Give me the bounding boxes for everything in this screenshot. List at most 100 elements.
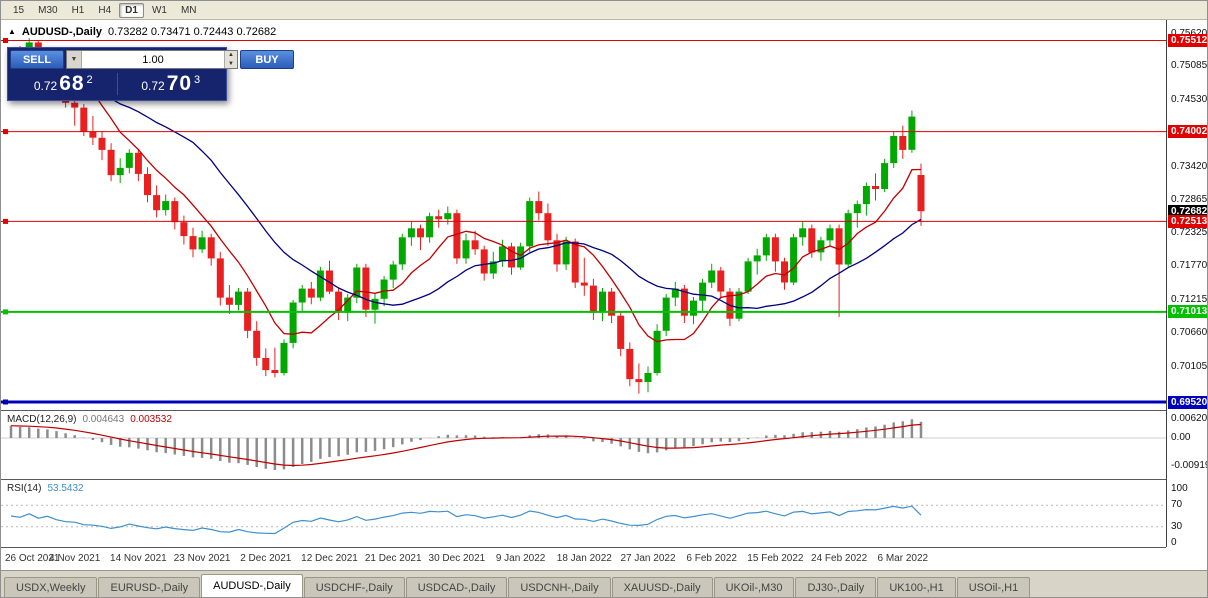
price-axis[interactable]: 0.75620 0.75085 0.74530 0.73420 0.72865 0.723… xyxy=(1166,20,1208,548)
ma-fast-line xyxy=(10,53,922,343)
buy-price-display[interactable]: 0.72 70 3 xyxy=(118,71,225,97)
date-label: 12 Dec 2021 xyxy=(301,553,358,564)
date-label: 2 Dec 2021 xyxy=(240,553,292,564)
chart-tab-usoil-h1[interactable]: USOil-,H1 xyxy=(956,577,1031,597)
price-divider xyxy=(116,72,118,95)
sell-price-base: 0.72 xyxy=(33,78,58,93)
volume-up-icon[interactable]: ▲ xyxy=(225,51,237,60)
macd-signal-value: 0.003532 xyxy=(130,414,172,425)
price-tick-0.73420: 0.73420 xyxy=(1171,160,1208,172)
buy-price-point: 3 xyxy=(194,73,201,86)
price-chart-pane[interactable]: ▲ AUDUSD-,Daily 0.73282 0.73471 0.72443 … xyxy=(1,20,1166,408)
price-badge-0.71013: 0.71013 xyxy=(1168,305,1207,319)
hline-handle[interactable] xyxy=(3,309,8,315)
volume-dropdown-icon[interactable]: ▼ xyxy=(67,51,82,68)
timeframe-button-mn[interactable]: MN xyxy=(180,4,197,16)
date-label: 6 Feb 2022 xyxy=(686,553,737,564)
one-click-trading-panel: SELL ▼ ▲ ▼ BUY 0.72 68 2 xyxy=(7,47,294,101)
chart-tab-uk100-h1[interactable]: UK100-,H1 xyxy=(877,577,956,597)
timeframe-button-h4[interactable]: H4 xyxy=(98,4,112,16)
rsi-tick-70: 70 xyxy=(1171,499,1183,511)
chart-title: ▲ AUDUSD-,Daily 0.73282 0.73471 0.72443 … xyxy=(8,26,276,38)
price-tick-0.71215: 0.71215 xyxy=(1171,293,1208,305)
date-label: 18 Jan 2022 xyxy=(556,553,612,564)
macd-indicator-pane[interactable]: MACD(12,26,9) 0.004643 0.003532 xyxy=(1,410,1166,478)
macd-main-value: 0.004643 xyxy=(82,414,125,425)
collapse-icon[interactable]: ▲ xyxy=(8,27,16,36)
macd-tick-0.00: 0.00 xyxy=(1171,432,1191,443)
sell-price-pips: 68 xyxy=(59,71,85,95)
ma-slow-line xyxy=(10,53,922,310)
price-tick-0.75085: 0.75085 xyxy=(1171,60,1208,72)
timeframe-button-h1[interactable]: H1 xyxy=(71,4,85,16)
chart-tab-eurusd-daily[interactable]: EURUSD-,Daily xyxy=(98,577,201,597)
timeframe-bar: 15 M30 H1 H4 D1 W1 MN xyxy=(1,1,1207,20)
rsi-line xyxy=(10,505,922,535)
date-label: 9 Jan 2022 xyxy=(495,553,546,564)
chart-tab-usdx-weekly[interactable]: USDX,Weekly xyxy=(4,577,98,597)
rsi-name: RSI(14) xyxy=(7,483,42,494)
sell-price-display[interactable]: 0.72 68 2 xyxy=(10,71,117,97)
date-label: 30 Dec 2021 xyxy=(428,553,486,564)
chart-tab-usdcad-daily[interactable]: USDCAD-,Daily xyxy=(405,577,508,597)
date-axis[interactable]: 26 Oct 2021 4 Nov 2021 14 Nov 2021 23 Nov 2… xyxy=(1,547,1166,571)
macd-name: MACD(12,26,9) xyxy=(7,414,77,425)
chart-tab-usdchf-daily[interactable]: USDCHF-,Daily xyxy=(303,577,405,597)
price-tick-0.72865: 0.72865 xyxy=(1171,194,1208,206)
sell-button[interactable]: SELL xyxy=(10,50,64,69)
rsi-tick-0: 0 xyxy=(1171,537,1177,548)
chart-tab-bar: USDX,Weekly EURUSD-,Daily AUDUSD-,Daily USD… xyxy=(1,570,1207,597)
price-tick-0.75620: 0.75620 xyxy=(1171,28,1207,39)
price-tick-0.74530: 0.74530 xyxy=(1171,93,1208,105)
rsi-tick-30: 30 xyxy=(1171,520,1183,532)
macd-tick-0.00620: 0.00620 xyxy=(1171,412,1208,424)
timeframe-button-m30[interactable]: M30 xyxy=(38,4,58,16)
volume-down-icon[interactable]: ▼ xyxy=(225,59,237,68)
macd-tick--0.00919: -0.00919 xyxy=(1171,460,1208,472)
macd-label: MACD(12,26,9) 0.004643 0.003532 xyxy=(7,414,172,425)
price-badge-0.74002: 0.74002 xyxy=(1168,125,1207,139)
hline-handle[interactable] xyxy=(3,129,8,135)
price-tick-0.71770: 0.71770 xyxy=(1171,260,1208,272)
chart-symbol: AUDUSD-,Daily xyxy=(21,26,102,38)
price-tick-0.70105: 0.70105 xyxy=(1171,360,1208,372)
price-badge-0.72513: 0.72513 xyxy=(1168,214,1207,228)
date-label: 27 Jan 2022 xyxy=(620,553,676,564)
price-tick-0.70660: 0.70660 xyxy=(1171,327,1208,339)
price-badge-0.69520: 0.69520 xyxy=(1168,395,1207,409)
hline-handle[interactable] xyxy=(3,218,8,224)
date-label: 14 Nov 2021 xyxy=(110,553,167,564)
chart-tab-audusd-daily[interactable]: AUDUSD-,Daily xyxy=(201,574,303,597)
rsi-tick-100: 100 xyxy=(1171,483,1188,494)
hline-handle[interactable] xyxy=(3,399,8,405)
price-badge-0.75512: 0.75512 xyxy=(1168,34,1207,47)
date-label: 26 Oct 2021 xyxy=(5,553,60,564)
macd-histogram xyxy=(9,419,923,470)
chart-tab-xauusd-daily[interactable]: XAUUSD-,Daily xyxy=(611,577,713,597)
volume-input[interactable] xyxy=(82,51,224,68)
buy-button[interactable]: BUY xyxy=(240,50,294,69)
volume-stepper: ▲ ▼ xyxy=(224,51,237,68)
date-label: 24 Feb 2022 xyxy=(811,553,868,564)
rsi-label: RSI(14) 53.5432 xyxy=(7,483,84,494)
date-label: 21 Dec 2021 xyxy=(364,553,422,564)
sell-price-point: 2 xyxy=(86,73,93,86)
chart-tab-ukoil-m30[interactable]: UKOil-,M30 xyxy=(713,577,795,597)
date-label: 23 Nov 2021 xyxy=(173,553,231,564)
current-price-badge: 0.72682 xyxy=(1168,204,1207,218)
chart-ohlc-values: 0.73282 0.73471 0.72443 0.72682 xyxy=(108,26,277,38)
rsi-value: 53.5432 xyxy=(47,483,84,494)
timeframe-button-w1[interactable]: W1 xyxy=(151,4,167,16)
macd-signal-line xyxy=(10,423,922,467)
chart-tab-dj30-daily[interactable]: DJ30-,Daily xyxy=(795,577,877,597)
timeframe-button-d1[interactable]: D1 xyxy=(119,2,144,18)
rsi-indicator-pane[interactable]: RSI(14) 53.5432 xyxy=(1,479,1166,546)
volume-field: ▼ ▲ ▼ xyxy=(66,50,238,69)
date-label: 4 Nov 2021 xyxy=(49,553,101,564)
chart-tab-usdcnh-daily[interactable]: USDCNH-,Daily xyxy=(508,577,611,597)
buy-price-pips: 70 xyxy=(166,71,193,95)
buy-price-base: 0.72 xyxy=(141,78,165,93)
timeframe-button-15[interactable]: 15 xyxy=(13,4,25,16)
hline-handle[interactable] xyxy=(3,38,8,43)
